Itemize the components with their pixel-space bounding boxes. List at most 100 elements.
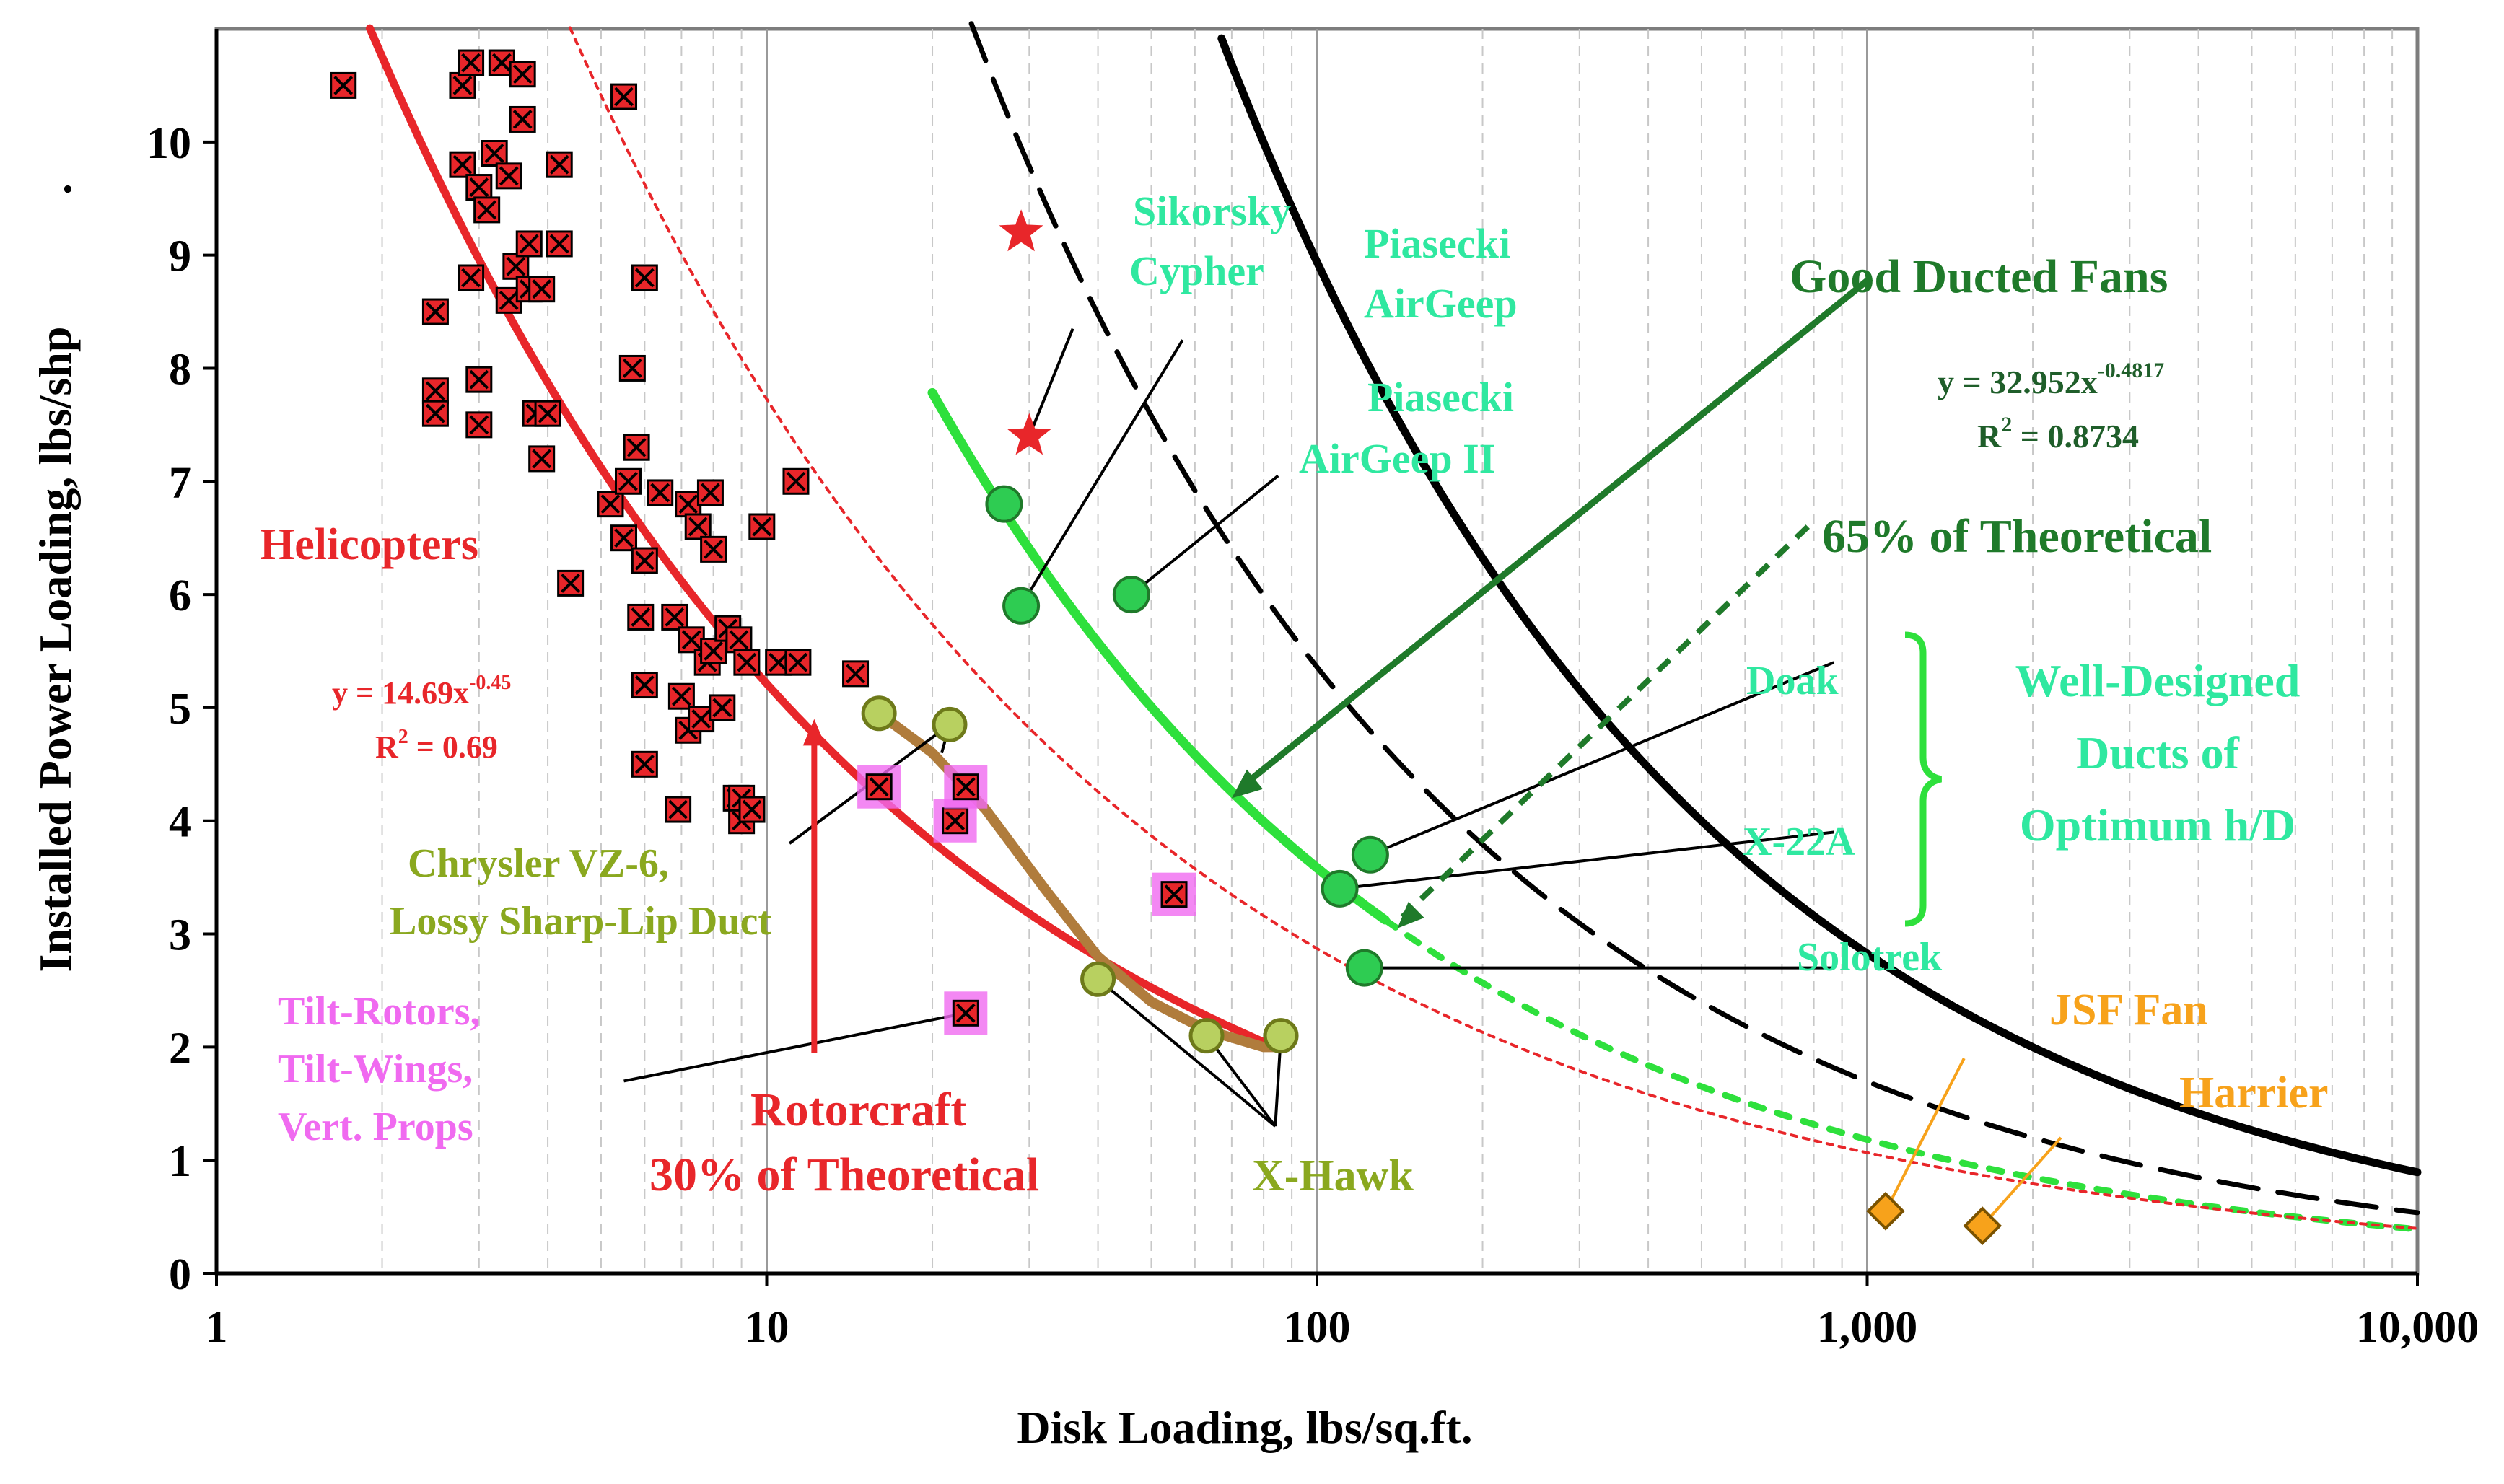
y-tick-label: 6 xyxy=(169,571,191,620)
y-tick-label: 7 xyxy=(169,458,191,507)
good-ducted-fans-label: Good Ducted Fans xyxy=(1790,250,2168,303)
tiltrotor-point xyxy=(857,765,901,809)
leader-piasecki-ii xyxy=(1130,474,1279,596)
heli-r2-value: = 0.69 xyxy=(408,729,498,765)
doak-label: Doak xyxy=(1746,659,1839,703)
chrysler-label-1: Chrysler VZ-6, xyxy=(408,841,669,886)
point-x-b xyxy=(333,75,354,95)
heli-eq-base: y = 14.69x xyxy=(332,675,469,711)
axes xyxy=(203,29,2419,1286)
helicopter-point xyxy=(675,491,702,518)
tilt-label-2: Tilt-Wings, xyxy=(278,1047,473,1092)
tiltrotor-point xyxy=(933,799,977,843)
helicopters-label: Helicopters xyxy=(260,520,478,569)
point-x-b xyxy=(538,403,558,423)
sikorsky-label-2: Cypher xyxy=(1129,247,1264,294)
point-x-b xyxy=(461,268,481,288)
ducted-fan-point xyxy=(985,485,1023,523)
leader-x22a xyxy=(1339,830,1834,890)
solotrek-label: Solotrek xyxy=(1797,935,1943,980)
helicopter-point xyxy=(465,366,493,393)
helicopter-point xyxy=(709,694,736,721)
helicopter-point xyxy=(597,491,624,518)
x-tick-label: 10 xyxy=(745,1303,789,1352)
point-x-b xyxy=(846,664,865,684)
leader-xhawk-2 xyxy=(1205,1035,1277,1128)
harrier-label: Harrier xyxy=(2179,1068,2329,1118)
helicopter-point xyxy=(610,524,638,552)
heli-r2-prefix: R xyxy=(375,729,399,765)
chrysler-label-2: Lossy Sharp-Lip Duct xyxy=(390,899,771,944)
helicopter-point xyxy=(665,796,692,823)
point-x-b xyxy=(671,686,691,706)
helicopter-point xyxy=(684,513,712,540)
point-x-b xyxy=(626,437,647,457)
rotorcraft-label-2: 30% of Theoretical xyxy=(649,1149,1039,1201)
helicopter-point xyxy=(631,750,658,778)
helicopter-point xyxy=(700,535,727,563)
helicopter-point xyxy=(614,467,642,495)
helicopter-point xyxy=(647,479,674,506)
point-x-b xyxy=(955,1003,976,1023)
point-x-b xyxy=(426,403,445,423)
helicopter-point xyxy=(557,569,585,597)
good-ducted-arrow-shaft xyxy=(1239,275,1873,790)
point-x-b xyxy=(622,359,642,378)
point-x-b xyxy=(665,607,685,627)
fan-fit-r2: R2 = 0.8734 xyxy=(1977,413,2139,455)
point-x-b xyxy=(634,675,655,695)
point-x-b xyxy=(668,799,688,820)
point-x-b xyxy=(701,483,720,503)
fan-r2-exp: 2 xyxy=(2001,413,2012,436)
point-x-b xyxy=(704,641,724,661)
point-x-b xyxy=(691,709,712,729)
point-x-b xyxy=(614,87,634,107)
point-x-b xyxy=(769,652,789,672)
xhawk-point xyxy=(932,706,968,742)
x-tick-label: 10,000 xyxy=(2356,1303,2479,1352)
point-x-b xyxy=(650,483,670,503)
helicopter-point xyxy=(661,603,688,631)
helicopter-point xyxy=(465,411,493,439)
helicopter-point xyxy=(528,445,556,473)
helicopter-point xyxy=(627,603,655,631)
helicopter-point xyxy=(631,264,658,291)
helicopter-point xyxy=(784,649,812,676)
helicopter-point xyxy=(421,377,449,405)
helicopter-point xyxy=(700,638,727,664)
point-x-b xyxy=(519,234,539,254)
tilt-label-3: Vert. Props xyxy=(278,1105,473,1149)
tilt-label-1: Tilt-Rotors, xyxy=(278,989,481,1034)
theoretical-65-arrow-shaft xyxy=(1400,524,1810,919)
point-x-b xyxy=(742,799,762,820)
y-tick-label: 1 xyxy=(169,1137,191,1186)
y-tick-label: 5 xyxy=(169,685,191,734)
point-x-b xyxy=(634,268,655,288)
ducted-fan-point xyxy=(1351,835,1389,874)
tiltrotor-point xyxy=(1152,872,1196,916)
leader-tiltrotor xyxy=(623,1011,966,1083)
xhawk-point xyxy=(1188,1018,1225,1054)
ducted-fan-point xyxy=(1345,949,1383,987)
helicopter-point xyxy=(725,626,753,654)
point-x-b xyxy=(678,494,699,514)
helicopter-point xyxy=(502,253,530,280)
piasecki-label-2: AirGeep xyxy=(1364,280,1518,327)
leader-lines xyxy=(623,275,2062,1227)
leader-jsf xyxy=(1884,1058,1966,1212)
point-x-b xyxy=(484,144,504,163)
x-axis-title: Disk Loading, lbs/sq.ft. xyxy=(1017,1402,1472,1453)
point-x-b xyxy=(618,471,638,491)
helicopter-point xyxy=(546,230,573,258)
point-x-b xyxy=(469,369,489,390)
helicopter-point xyxy=(495,162,522,190)
theoretical-65-label: 65% of Theoretical xyxy=(1822,510,2212,563)
point-x-b xyxy=(512,110,533,129)
point-x-b xyxy=(512,64,533,84)
helicopter-point xyxy=(738,796,766,823)
point-x-b xyxy=(469,415,489,435)
point-x-b xyxy=(477,200,497,220)
ducted-fan-point xyxy=(1112,576,1150,614)
helicopter-point xyxy=(618,354,646,382)
point-x-b xyxy=(506,256,526,276)
